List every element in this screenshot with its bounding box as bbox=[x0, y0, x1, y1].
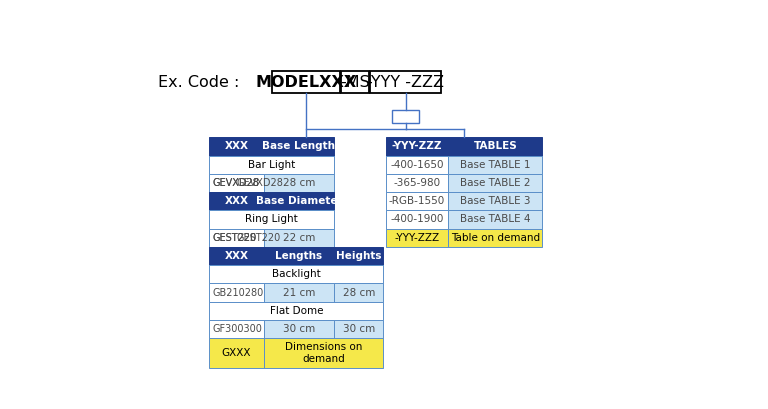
Bar bbox=[264, 229, 334, 247]
Bar bbox=[386, 137, 449, 155]
Bar bbox=[449, 210, 542, 229]
Text: 21 cm: 21 cm bbox=[283, 288, 315, 297]
Text: -YYY-ZZZ: -YYY-ZZZ bbox=[395, 233, 439, 243]
Text: GEVXD28: GEVXD28 bbox=[213, 178, 260, 188]
Text: 28 cm: 28 cm bbox=[343, 288, 375, 297]
Bar bbox=[209, 338, 264, 368]
Text: MODELXXX: MODELXXX bbox=[255, 75, 356, 90]
Bar bbox=[334, 320, 383, 338]
Text: Backlight: Backlight bbox=[272, 269, 321, 279]
Text: GB210280: GB210280 bbox=[213, 288, 264, 297]
Bar bbox=[209, 210, 334, 229]
Bar bbox=[209, 283, 264, 302]
Bar bbox=[386, 210, 449, 229]
Bar bbox=[209, 192, 264, 210]
Bar bbox=[209, 265, 383, 283]
Bar bbox=[264, 137, 334, 155]
Text: Base TABLE 2: Base TABLE 2 bbox=[460, 178, 531, 188]
Bar bbox=[449, 192, 542, 210]
Text: Bar Light: Bar Light bbox=[248, 160, 295, 170]
Bar bbox=[449, 174, 542, 192]
Bar bbox=[386, 174, 449, 192]
Text: Base TABLE 1: Base TABLE 1 bbox=[460, 160, 531, 170]
Bar bbox=[449, 229, 542, 247]
Text: 30 cm: 30 cm bbox=[283, 324, 315, 334]
Text: Ex. Code :: Ex. Code : bbox=[158, 75, 245, 90]
Bar bbox=[264, 320, 334, 338]
Bar bbox=[386, 229, 449, 247]
Bar bbox=[272, 72, 340, 93]
Text: -YYY -ZZZ: -YYY -ZZZ bbox=[367, 75, 444, 90]
Bar bbox=[264, 283, 334, 302]
Text: -400-1900: -400-1900 bbox=[390, 214, 444, 225]
Text: XXX: XXX bbox=[224, 142, 249, 151]
Bar bbox=[209, 137, 264, 155]
Bar bbox=[449, 155, 542, 174]
Bar bbox=[334, 283, 383, 302]
Bar bbox=[264, 192, 334, 210]
Bar bbox=[392, 110, 419, 123]
Bar bbox=[209, 155, 334, 174]
Text: 30 cm: 30 cm bbox=[343, 324, 375, 334]
Text: -RGB-1550: -RGB-1550 bbox=[389, 196, 445, 206]
Text: Base Length: Base Length bbox=[263, 142, 336, 151]
Bar bbox=[209, 320, 264, 338]
Bar bbox=[334, 247, 383, 265]
Text: -365-980: -365-980 bbox=[393, 178, 441, 188]
Text: Lengths: Lengths bbox=[276, 251, 323, 261]
Bar bbox=[209, 174, 264, 192]
Bar bbox=[209, 174, 264, 192]
Text: Table on demand: Table on demand bbox=[451, 233, 540, 243]
Bar bbox=[264, 247, 334, 265]
Text: Base TABLE 4: Base TABLE 4 bbox=[460, 214, 531, 225]
Bar bbox=[449, 137, 542, 155]
Text: XXX: XXX bbox=[224, 196, 249, 206]
Bar bbox=[209, 229, 264, 247]
Text: GEST220: GEST220 bbox=[213, 233, 257, 243]
Bar bbox=[264, 338, 383, 368]
Text: -YYY-ZZZ: -YYY-ZZZ bbox=[392, 142, 442, 151]
Text: GXXX: GXXX bbox=[222, 348, 251, 358]
Text: GF300300: GF300300 bbox=[213, 324, 263, 334]
Text: TABLES: TABLES bbox=[474, 142, 518, 151]
Bar bbox=[386, 192, 449, 210]
Text: Dimensions on
demand: Dimensions on demand bbox=[285, 342, 362, 364]
Bar bbox=[386, 155, 449, 174]
Text: GEVXD28: GEVXD28 bbox=[237, 178, 283, 188]
Bar bbox=[264, 174, 334, 192]
Text: Flat Dome: Flat Dome bbox=[270, 306, 323, 316]
Text: GEVXD28: GEVXD28 bbox=[213, 178, 260, 188]
Text: 22 cm: 22 cm bbox=[283, 233, 315, 243]
Text: Base Diameter: Base Diameter bbox=[256, 196, 343, 206]
Text: XXX: XXX bbox=[224, 251, 249, 261]
Bar bbox=[209, 302, 383, 320]
Text: Heights: Heights bbox=[336, 251, 382, 261]
Text: -400-1650: -400-1650 bbox=[390, 160, 444, 170]
Text: 28 cm: 28 cm bbox=[283, 178, 315, 188]
Text: Base TABLE 3: Base TABLE 3 bbox=[460, 196, 531, 206]
Text: Ring Light: Ring Light bbox=[245, 214, 298, 225]
Bar bbox=[209, 229, 264, 247]
Bar bbox=[341, 72, 369, 93]
Text: GEST220: GEST220 bbox=[213, 233, 257, 243]
Text: GEST220: GEST220 bbox=[237, 233, 281, 243]
Text: -MS: -MS bbox=[340, 75, 370, 90]
Bar bbox=[370, 72, 441, 93]
Bar bbox=[209, 247, 264, 265]
